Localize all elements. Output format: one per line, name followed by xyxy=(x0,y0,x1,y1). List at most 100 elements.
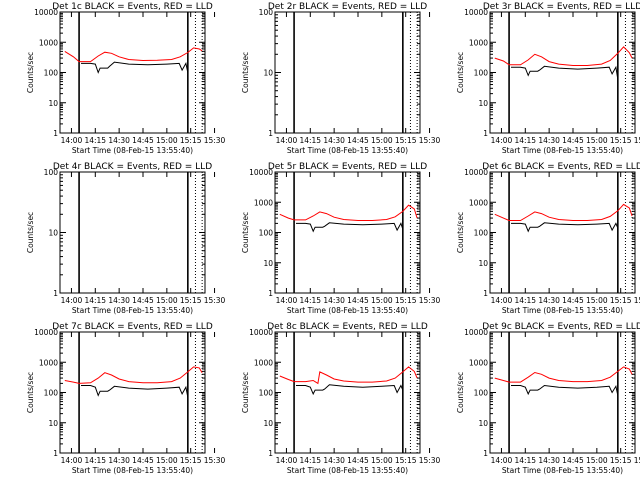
x-tick-label: 14:30 xyxy=(323,136,345,145)
panel-title: Det 7c BLACK = Events, RED = LLD xyxy=(52,322,213,332)
y-tick-label: 100 xyxy=(474,229,489,238)
x-tick-label: 14:00 xyxy=(61,296,83,305)
plot-frame xyxy=(274,331,421,454)
lld-series-line xyxy=(64,47,203,63)
x-tick-label: 15:00 xyxy=(586,136,608,145)
x-tick-label: 14:15 xyxy=(514,136,536,145)
x-axis-label: Start Time (08-Feb-15 13:55:40) xyxy=(502,306,623,315)
y-tick-label: 100 xyxy=(44,69,59,78)
lld-series-line xyxy=(494,46,633,66)
y-axis-label: Counts/sec xyxy=(241,372,250,413)
y-tick-label: 100 xyxy=(44,168,59,177)
x-tick-label: 15:00 xyxy=(371,456,393,465)
x-tick-label: 14:30 xyxy=(538,296,560,305)
lld-series-line xyxy=(494,203,633,221)
x-tick-label: 15:00 xyxy=(156,456,178,465)
x-tick-label: 14:15 xyxy=(299,136,321,145)
y-tick-label: 1000 xyxy=(254,198,273,207)
events-series-line xyxy=(511,384,619,396)
lld-series-line xyxy=(494,366,633,383)
x-tick-label: 14:45 xyxy=(562,136,584,145)
y-tick-label: 10 xyxy=(263,419,273,428)
plot-frame xyxy=(489,171,636,294)
x-tick-label: 14:45 xyxy=(347,456,369,465)
panel-9: Det 9c BLACK = Events, RED = LLD 1 10 100 10… xyxy=(456,322,640,475)
y-axis-label: Counts/sec xyxy=(26,212,35,253)
y-tick-label: 100 xyxy=(259,8,274,17)
y-tick-label: 10 xyxy=(263,69,273,78)
x-tick-label: 14:15 xyxy=(299,456,321,465)
x-tick-label: 14:00 xyxy=(61,136,83,145)
x-tick-label: 14:30 xyxy=(108,136,130,145)
x-tick-label: 14:00 xyxy=(491,136,513,145)
x-tick-label: 15:30 xyxy=(634,296,640,305)
y-tick-label: 10 xyxy=(478,99,488,108)
x-tick-label: 14:30 xyxy=(108,456,130,465)
x-tick-label: 15:30 xyxy=(634,136,640,145)
x-axis-label: Start Time (08-Feb-15 13:55:40) xyxy=(287,306,408,315)
lld-series-line xyxy=(279,204,418,221)
x-tick-label: 14:00 xyxy=(276,136,298,145)
y-axis-label: Counts/sec xyxy=(26,372,35,413)
y-tick-label: 10 xyxy=(478,419,488,428)
x-tick-label: 15:15 xyxy=(610,296,632,305)
events-series-line xyxy=(296,384,404,396)
y-axis-label: Counts/sec xyxy=(241,212,250,253)
x-tick-label: 14:45 xyxy=(347,296,369,305)
panel-6: Det 6c BLACK = Events, RED = LLD 1 10 100 10… xyxy=(456,162,640,315)
y-tick-label: 1 xyxy=(53,289,58,298)
y-tick-label: 10 xyxy=(48,229,58,238)
x-tick-label: 14:45 xyxy=(132,296,154,305)
x-tick-label: 15:30 xyxy=(204,296,226,305)
panel-title: Det 5r BLACK = Events, RED = LLD xyxy=(268,162,427,172)
panel-3: Det 3r BLACK = Events, RED = LLD 1 10 100 10… xyxy=(456,2,640,155)
y-tick-label: 10 xyxy=(263,259,273,268)
y-axis-label: Counts/sec xyxy=(26,52,35,93)
x-tick-label: 15:00 xyxy=(371,296,393,305)
lld-series-line xyxy=(279,366,418,385)
x-tick-label: 14:00 xyxy=(276,296,298,305)
x-axis-label: Start Time (08-Feb-15 13:55:40) xyxy=(287,466,408,475)
y-tick-label: 1000 xyxy=(469,358,488,367)
panel-title: Det 2r BLACK = Events, RED = LLD xyxy=(268,2,427,12)
panel-title: Det 1c BLACK = Events, RED = LLD xyxy=(52,2,213,12)
y-tick-label: 1 xyxy=(268,449,273,458)
y-axis-label: Counts/sec xyxy=(456,372,465,413)
x-tick-label: 14:15 xyxy=(84,136,106,145)
x-tick-label: 14:45 xyxy=(562,456,584,465)
x-tick-label: 14:30 xyxy=(538,456,560,465)
y-tick-label: 100 xyxy=(474,69,489,78)
y-tick-label: 10000 xyxy=(249,328,273,337)
y-tick-label: 1000 xyxy=(39,38,58,47)
y-tick-label: 10000 xyxy=(249,168,273,177)
x-tick-label: 15:30 xyxy=(204,136,226,145)
x-tick-label: 14:30 xyxy=(323,296,345,305)
x-tick-label: 14:00 xyxy=(491,296,513,305)
x-tick-label: 15:30 xyxy=(419,136,441,145)
y-tick-label: 100 xyxy=(44,389,59,398)
panel-5: Det 5r BLACK = Events, RED = LLD 1 10 100 10… xyxy=(241,162,441,315)
x-tick-label: 14:30 xyxy=(108,296,130,305)
x-axis-label: Start Time (08-Feb-15 13:55:40) xyxy=(502,146,623,155)
panel-2: Det 2r BLACK = Events, RED = LLD 1 10 100 14… xyxy=(241,2,441,155)
y-tick-label: 10000 xyxy=(464,8,488,17)
events-series-line xyxy=(81,385,189,398)
x-axis-label: Start Time (08-Feb-15 13:55:40) xyxy=(72,466,193,475)
panel-title: Det 6c BLACK = Events, RED = LLD xyxy=(482,162,640,172)
y-axis-label: Counts/sec xyxy=(456,212,465,253)
plot-frame xyxy=(59,171,206,294)
y-tick-label: 1000 xyxy=(39,358,58,367)
panel-1: Det 1c BLACK = Events, RED = LLD 1 10 100 10… xyxy=(26,2,226,155)
x-axis-label: Start Time (08-Feb-15 13:55:40) xyxy=(72,306,193,315)
plot-frame xyxy=(274,171,421,294)
panel-title: Det 8c BLACK = Events, RED = LLD xyxy=(267,322,428,332)
x-tick-label: 15:15 xyxy=(395,136,417,145)
x-tick-label: 15:00 xyxy=(371,136,393,145)
x-tick-label: 15:00 xyxy=(586,456,608,465)
panel-title: Det 4r BLACK = Events, RED = LLD xyxy=(53,162,212,172)
x-tick-label: 15:15 xyxy=(180,296,202,305)
x-axis-label: Start Time (08-Feb-15 13:55:40) xyxy=(72,146,193,155)
events-series-line xyxy=(511,222,619,233)
x-tick-label: 14:15 xyxy=(84,296,106,305)
